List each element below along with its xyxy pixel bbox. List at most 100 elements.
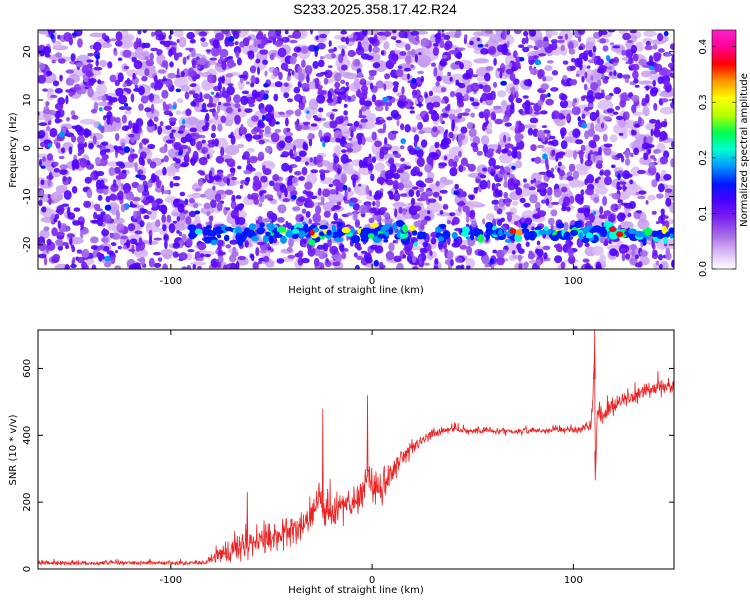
spectrogram-noise-cell: [433, 42, 439, 47]
spectrogram-noise-cell: [340, 36, 347, 43]
spectrogram-noise-cell: [386, 101, 393, 107]
spectrogram-noise-cell: [629, 30, 637, 34]
spectrogram-noise-cell: [71, 135, 77, 143]
spectrogram-noise-cell: [322, 135, 331, 143]
spectrogram-noise-cell: [400, 138, 407, 145]
spectrogram-noise-cell: [65, 95, 69, 105]
spectrogram-noise-cell: [69, 237, 73, 246]
spectrogram-noise-cell: [529, 117, 539, 124]
spectrogram-noise-cell: [651, 210, 657, 215]
spectrogram-noise-cell: [340, 79, 346, 85]
spectrogram-noise-cell: [630, 166, 641, 177]
spectrogram-noise-cell: [270, 132, 280, 143]
spectrogram-noise-cell: [600, 89, 605, 93]
spectrogram-noise-cell: [568, 48, 576, 55]
spectrogram-noise-cell: [658, 48, 665, 53]
spectrogram-noise-cell: [588, 139, 597, 148]
spectrogram-noise-cell: [264, 70, 268, 77]
spectrogram-noise-cell: [509, 73, 516, 82]
spectrogram-noise-cell: [339, 243, 345, 252]
spectrogram-noise-cell: [257, 66, 260, 76]
spectrogram-noise-cell: [102, 95, 107, 103]
spectrogram-noise-cell: [420, 75, 424, 83]
spectrogram-noise-cell: [315, 72, 324, 77]
spectrogram-noise-cell: [244, 108, 253, 113]
spectrogram-noise-cell: [301, 166, 308, 176]
spectrogram-noise-cell: [596, 160, 604, 164]
spectrogram-noise-cell: [613, 87, 622, 95]
spectrogram-noise-cell: [333, 155, 340, 164]
spectrogram-noise-cell: [257, 151, 265, 161]
spectrogram-noise-cell: [318, 129, 323, 139]
spectrogram-noise-cell: [481, 255, 490, 265]
spectrogram-noise-cell: [173, 142, 182, 151]
spectrogram-noise-cell: [121, 169, 127, 174]
spectrogram-signal-cell: [451, 231, 458, 239]
spectrogram-noise-cell: [375, 80, 384, 89]
spectrogram-noise-cell: [523, 261, 529, 269]
spectrogram-noise-cell: [142, 30, 147, 34]
spectrogram-noise-cell: [412, 205, 422, 212]
spectrogram-noise-cell: [500, 80, 507, 86]
colorbar-gradient: [711, 29, 737, 270]
spectrogram-noise-cell: [480, 48, 489, 55]
spectrogram-noise-cell: [168, 117, 177, 122]
spectrogram-noise-cell: [504, 197, 511, 207]
spectrogram-signal-cell: [243, 227, 250, 237]
spectrogram-noise-cell: [178, 252, 188, 261]
spectrogram-noise-cell: [165, 139, 174, 144]
spectrogram-noise-cell: [361, 106, 367, 112]
spectrogram-noise-cell: [205, 112, 210, 122]
spectrogram-signal-cell: [563, 231, 571, 241]
spectrogram-noise-cell: [578, 45, 583, 51]
spectrogram-noise-cell: [138, 103, 144, 111]
spectrogram-noise-cell: [663, 30, 669, 37]
spectrogram-hotspot: [308, 239, 316, 246]
spectrogram-noise-cell: [605, 55, 611, 62]
spectrogram-noise-cell: [580, 95, 586, 102]
spectrogram-noise-cell: [455, 51, 463, 60]
spectrogram-noise-cell: [551, 41, 558, 51]
spectrogram-noise-cell: [116, 210, 120, 220]
spectrogram-noise-cell: [649, 119, 657, 124]
spectrogram-noise-cell: [604, 176, 612, 186]
spectrogram-noise-cell: [172, 176, 181, 181]
spectrogram-noise-cell: [576, 237, 584, 248]
spectrogram-noise-cell: [565, 238, 572, 248]
spectrogram-noise-cell: [72, 256, 76, 264]
spectrogram-noise-cell: [326, 78, 334, 84]
spectrogram-noise-cell: [615, 105, 621, 111]
spectrogram-hotspot: [408, 225, 416, 231]
spectrogram-noise-cell: [612, 62, 618, 66]
spectrogram-noise-cell: [251, 115, 259, 122]
spectrogram-noise-cell: [323, 210, 331, 218]
spectrogram-noise-cell: [262, 218, 272, 223]
spectrogram-noise-cell: [177, 98, 184, 104]
spectrogram-noise-cell: [528, 56, 534, 61]
spectrogram-signal-cell: [280, 235, 287, 244]
spectrogram-noise-cell: [568, 41, 574, 51]
spectrogram-noise-cell: [47, 30, 56, 34]
spectrogram-noise-cell: [440, 99, 446, 104]
spectrogram-noise-cell: [394, 153, 402, 159]
spectrogram-noise-cell: [155, 198, 164, 205]
spectrogram-noise-cell: [137, 30, 142, 35]
spectrogram-noise-cell: [536, 144, 545, 149]
spectrogram-noise-cell: [416, 190, 420, 198]
spectrogram-noise-cell: [358, 109, 363, 118]
spectrogram-noise-cell: [596, 58, 604, 66]
spectrogram-noise-cell: [317, 187, 322, 196]
spectrogram-noise-cell: [52, 161, 59, 167]
spectrogram-noise-cell: [197, 243, 207, 250]
spectrogram-noise-cell: [455, 30, 462, 38]
spectrogram-noise-cell: [607, 30, 616, 33]
spectrogram-noise-cell: [398, 30, 407, 39]
spectrogram-noise-cell: [603, 169, 611, 177]
spectrogram-noise-cell: [133, 87, 142, 92]
spectrogram-noise-cell: [307, 133, 314, 142]
spectrogram-noise-cell: [178, 150, 183, 156]
spectrogram-noise-cell: [572, 101, 576, 108]
spectrogram-noise-cell: [214, 138, 219, 147]
spectrogram-noise-cell: [93, 66, 103, 71]
